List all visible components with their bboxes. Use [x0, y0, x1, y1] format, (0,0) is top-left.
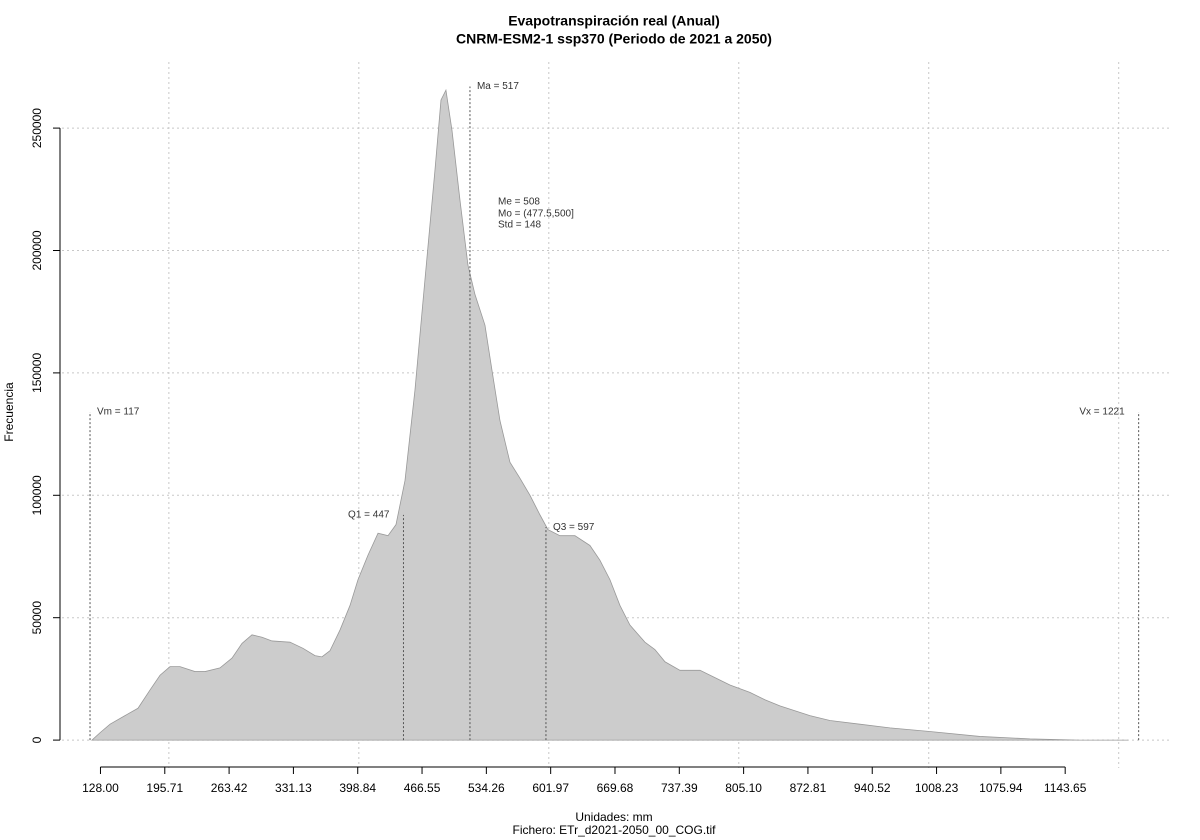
stat-text: Std = 148	[498, 220, 542, 231]
stat-text: Me = 508	[498, 197, 540, 208]
y-tick-label: 150000	[30, 353, 44, 393]
stat-label: Vm = 117	[97, 407, 140, 418]
x-tick-label: 669.68	[597, 781, 634, 795]
stat-label: Vx = 1221	[1079, 407, 1125, 418]
chart-subtitle: CNRM-ESM2-1 ssp370 (Periodo de 2021 a 20…	[456, 31, 772, 47]
y-tick-label: 50000	[30, 601, 44, 635]
x-tick-label: 1075.94	[979, 781, 1023, 795]
stat-label: Ma = 517	[477, 81, 519, 92]
x-axis-label: Unidades: mm	[575, 810, 652, 824]
x-tick-label: 1143.65	[1044, 781, 1087, 795]
x-tick-label: 128.00	[82, 781, 119, 795]
x-tick-label: 805.10	[725, 781, 762, 795]
x-tick-label: 466.55	[404, 781, 441, 795]
x-tick-label: 601.97	[532, 781, 569, 795]
x-tick-label: 534.26	[468, 781, 505, 795]
density-area	[90, 88, 1128, 741]
stat-label: Q3 = 597	[553, 522, 595, 533]
x-tick-label: 872.81	[790, 781, 827, 795]
chart-title: Evapotranspiración real (Anual)	[508, 13, 720, 29]
x-tick-label: 263.42	[211, 781, 248, 795]
y-axis-label: Frecuencia	[2, 382, 16, 442]
y-tick-label: 100000	[30, 475, 44, 515]
stat-text: Mo = (477.5,500]	[498, 209, 574, 220]
y-tick-label: 250000	[30, 108, 44, 148]
x-tick-label: 1008.23	[915, 781, 959, 795]
x-tick-label: 331.13	[275, 781, 312, 795]
y-tick-label: 0	[30, 736, 44, 743]
stat-label: Q1 = 447	[348, 510, 390, 521]
caption: Fichero: ETr_d2021-2050_00_COG.tif	[513, 823, 717, 837]
x-tick-label: 398.84	[339, 781, 376, 795]
x-tick-label: 195.71	[146, 781, 183, 795]
x-tick-label: 737.39	[661, 781, 698, 795]
x-tick-label: 940.52	[854, 781, 891, 795]
y-tick-label: 200000	[30, 230, 44, 270]
